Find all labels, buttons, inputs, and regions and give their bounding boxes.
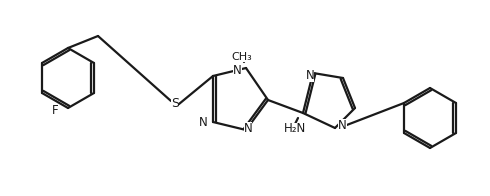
Text: N: N (199, 115, 208, 129)
Text: S: S (171, 96, 179, 110)
Text: CH₃: CH₃ (232, 52, 252, 62)
Text: N: N (338, 119, 347, 132)
Text: N: N (233, 64, 242, 77)
Text: N: N (306, 69, 315, 82)
Text: F: F (51, 103, 58, 116)
Text: H₂N: H₂N (284, 122, 306, 135)
Text: N: N (244, 122, 252, 135)
